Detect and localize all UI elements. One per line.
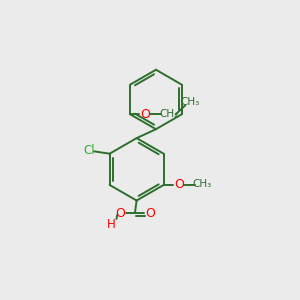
Text: H: H xyxy=(107,218,116,231)
Text: O: O xyxy=(145,206,155,220)
Text: Cl: Cl xyxy=(83,144,94,157)
Text: CH₃: CH₃ xyxy=(193,179,212,189)
Text: CH₂: CH₂ xyxy=(159,109,178,119)
Text: O: O xyxy=(174,178,184,191)
Text: CH₃: CH₃ xyxy=(181,97,200,107)
Text: O: O xyxy=(115,206,125,220)
Text: O: O xyxy=(140,108,150,121)
